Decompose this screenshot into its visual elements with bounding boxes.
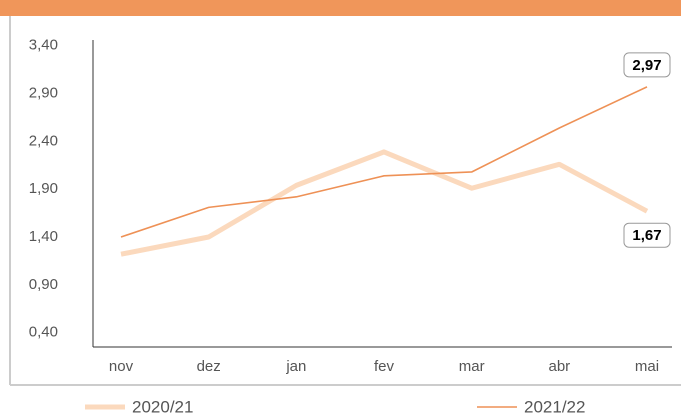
y-tick-label: 1,40 <box>29 228 58 245</box>
x-tick-label: fev <box>374 358 395 375</box>
y-tick-label: 2,90 <box>29 85 58 102</box>
value-label: 1,67 <box>632 227 661 244</box>
legend-label: 2020/21 <box>132 397 193 416</box>
x-tick-label: jan <box>285 358 306 375</box>
value-label: 2,97 <box>632 57 661 74</box>
series-line <box>120 149 649 257</box>
y-tick-label: 1,90 <box>29 180 58 197</box>
top-bar <box>0 0 681 16</box>
y-tick-label: 0,40 <box>29 324 58 341</box>
y-tick-label: 2,40 <box>29 132 58 149</box>
x-tick-label: abr <box>548 358 570 375</box>
x-tick-label: mai <box>635 358 659 375</box>
value-label-box <box>623 222 671 248</box>
legend-label: 2021/22 <box>524 397 585 416</box>
series-line <box>120 86 648 238</box>
x-tick-label: mar <box>459 358 485 375</box>
y-tick-label: 0,90 <box>29 276 58 293</box>
x-tick-label: dez <box>197 358 221 375</box>
value-label-box <box>623 52 671 78</box>
y-tick-label: 3,40 <box>29 37 58 54</box>
x-tick-label: nov <box>109 358 134 375</box>
